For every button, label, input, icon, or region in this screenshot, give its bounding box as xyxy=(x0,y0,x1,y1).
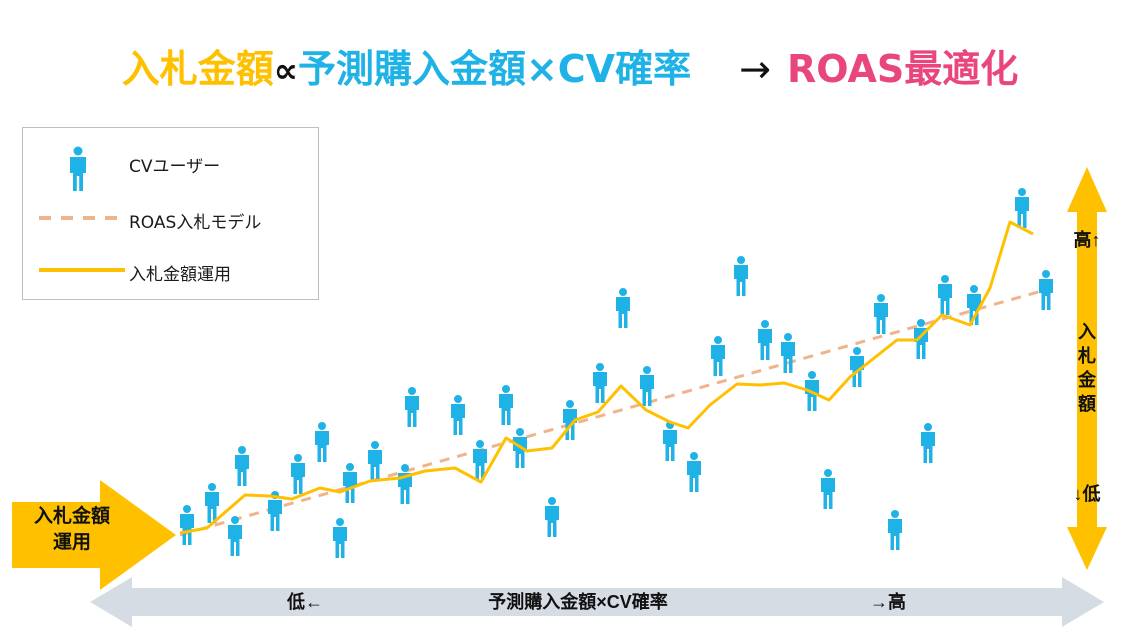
legend-item-bid-operation: 入札金額運用 xyxy=(23,256,320,286)
cv-user-person-icon xyxy=(781,333,795,373)
cv-user-person-icon xyxy=(805,371,819,411)
bottom-axis-low: 低← xyxy=(286,591,323,612)
title-arrow: → xyxy=(739,47,771,91)
bottom-axis-label: 予測購入金額×CV確率 xyxy=(488,591,668,612)
title-bid-amount: 入札金額 xyxy=(121,47,274,91)
title-predicted-value: 予測購入金額×CV確率 xyxy=(297,47,692,91)
left-arrow-label-1: 入札金額 xyxy=(34,504,110,527)
right-axis-char-1: 入 xyxy=(1078,322,1096,342)
right-axis-arrow: 高↑ 入 札 金 額 ↓低 xyxy=(1067,167,1107,570)
cv-user-person-icon xyxy=(405,387,419,427)
cv-user-person-icon xyxy=(473,440,487,480)
legend-label-bid-operation: 入札金額運用 xyxy=(129,265,231,285)
cv-user-person-icon xyxy=(593,363,607,403)
cv-user-person-icon xyxy=(180,505,194,545)
right-axis-bottom: ↓低 xyxy=(1074,483,1101,504)
cv-user-person-icon xyxy=(914,319,928,359)
cv-user-person-icon xyxy=(205,483,219,523)
cv-user-person-icon xyxy=(545,497,559,537)
title-roas-optimization: ROAS最適化 xyxy=(786,47,1019,91)
cv-user-person-icon xyxy=(758,320,772,360)
solid-line-icon xyxy=(39,268,125,272)
cv-user-person-icon xyxy=(874,294,888,334)
bid-amount-polyline xyxy=(179,220,1034,535)
cv-user-person-icon xyxy=(711,336,725,376)
cv-user-person-icon xyxy=(734,256,748,296)
cv-user-person-icon xyxy=(888,510,902,550)
cv-user-person-icon xyxy=(235,446,249,486)
bottom-axis-arrow: 低← 予測購入金額×CV確率 →高 xyxy=(90,577,1104,627)
cv-user-person-icon xyxy=(499,385,513,425)
cv-user-person-icon xyxy=(687,452,701,492)
cv-user-person-icon xyxy=(1015,188,1029,228)
bottom-axis-high: →高 xyxy=(870,591,906,612)
bid-amount-line xyxy=(179,220,1034,535)
right-axis-char-3: 金 xyxy=(1077,369,1097,390)
cv-user-person-icon xyxy=(343,463,357,503)
cv-user-person-icon xyxy=(333,518,347,558)
right-axis-char-4: 額 xyxy=(1077,393,1096,414)
legend-label-cv-user: CVユーザー xyxy=(129,157,221,177)
legend-item-cv-user: CVユーザー xyxy=(23,146,320,191)
person-icon xyxy=(70,146,86,191)
cv-user-person-icon xyxy=(616,288,630,328)
roas-model-line xyxy=(179,288,1046,537)
cv-user-person-icon xyxy=(291,454,305,494)
cv-user-person-icon xyxy=(398,464,412,504)
cv-user-person-icon xyxy=(663,421,677,461)
cv-user-person-icon xyxy=(315,422,329,462)
cv-user-person-icon xyxy=(451,395,465,435)
right-axis-top: 高↑ xyxy=(1074,229,1101,250)
cv-user-person-icon xyxy=(1039,270,1053,310)
cv-user-person-icon xyxy=(938,275,952,315)
cv-user-person-icon xyxy=(821,469,835,509)
legend-item-roas-model: ROAS入札モデル xyxy=(23,204,320,234)
legend-label-roas-model: ROAS入札モデル xyxy=(129,213,262,233)
cv-users xyxy=(180,188,1053,558)
cv-user-person-icon xyxy=(228,516,242,556)
cv-user-person-icon xyxy=(368,441,382,481)
left-bid-arrow: 入札金額 運用 xyxy=(12,480,176,590)
cv-user-person-icon xyxy=(640,366,654,406)
left-arrow-label-2: 運用 xyxy=(53,531,91,553)
page-title: 入札金額∝予測購入金額×CV確率 → ROAS最適化 xyxy=(0,38,1140,98)
dashed-line-icon xyxy=(39,216,125,220)
title-proportional-symbol: ∝ xyxy=(273,51,298,91)
right-axis-char-2: 札 xyxy=(1077,345,1096,366)
legend: CVユーザー ROAS入札モデル 入札金額運用 xyxy=(22,127,319,300)
roas-model-dashed-line xyxy=(179,288,1046,537)
cv-user-person-icon xyxy=(921,423,935,463)
cv-user-person-icon xyxy=(967,285,981,325)
